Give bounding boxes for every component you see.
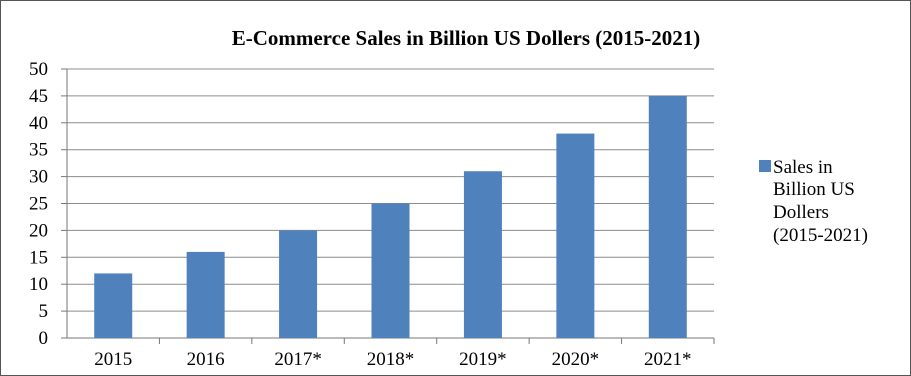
bar-2016: [186, 251, 225, 338]
y-axis-tick-label: 25: [29, 194, 48, 215]
bar-2020: [556, 133, 595, 338]
y-axis-tick-labels: 0 5 10 15 20 25 30 35 40 45 50: [29, 59, 48, 349]
bar-2019: [463, 171, 502, 338]
y-axis-tick-label: 20: [29, 220, 48, 241]
y-axis-tick-label: 40: [29, 113, 48, 134]
chart-title: E-Commerce Sales in Billion US Dollers (…: [232, 26, 701, 50]
x-axis-tick-label: 2017*: [274, 349, 322, 370]
y-axis-tick-label: 45: [29, 86, 48, 107]
legend-label-line-2: Billion US: [773, 179, 855, 200]
y-axis-tick-label: 50: [29, 59, 48, 80]
y-axis-tick-label: 30: [29, 167, 48, 188]
y-axis-tick-label: 15: [29, 247, 48, 268]
y-axis-tick-label: 10: [29, 274, 48, 295]
x-axis-tick-label: 2015: [94, 349, 132, 370]
x-axis-tick-label: 2021*: [644, 349, 692, 370]
legend-swatch: [759, 160, 771, 172]
x-axis-tick-label: 2016: [187, 349, 225, 370]
y-axis-tick-label: 35: [29, 140, 48, 161]
x-axis-tick-label: 2020*: [552, 349, 600, 370]
x-axis-tick-labels: 2015 2016 2017* 2018* 2019* 2020* 2021*: [94, 349, 691, 370]
legend-label-line-4: (2015-2021): [773, 225, 868, 246]
legend-label-line-3: Dollers: [773, 202, 829, 223]
y-axis-tick-label: 5: [39, 301, 49, 322]
bar-2021: [648, 95, 687, 339]
x-axis-tick-label: 2019*: [459, 349, 507, 370]
bar-2018: [371, 203, 410, 338]
bar-2015: [94, 273, 133, 338]
legend-label-line-1: Sales in: [773, 157, 833, 178]
bar-2017: [279, 230, 318, 338]
bars: [94, 95, 687, 339]
legend: Sales in Billion US Dollers (2015-2021): [759, 157, 868, 246]
y-axis-tick-label: 0: [39, 328, 49, 349]
x-axis-tick-label: 2018*: [367, 349, 415, 370]
